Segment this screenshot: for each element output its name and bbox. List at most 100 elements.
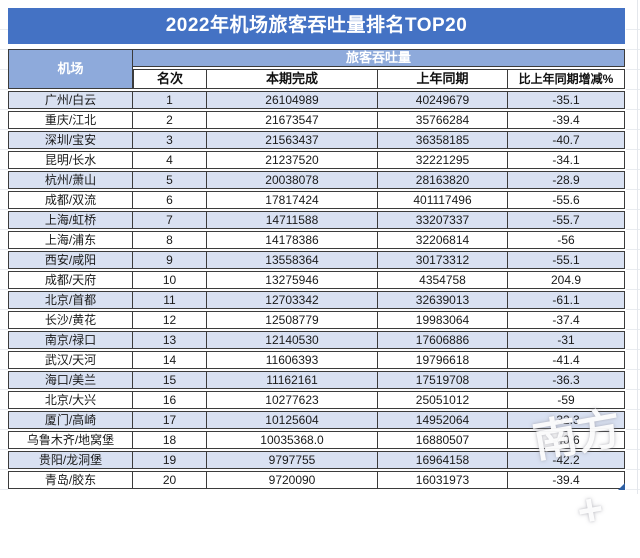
- cell-airport: 成都/双流: [8, 191, 133, 209]
- table-row: 长沙/黄花 12 12508779 19983064 -37.4: [8, 311, 626, 329]
- cell-change-pct: -42.2: [508, 451, 626, 469]
- cell-airport: 厦门/高崎: [8, 411, 133, 429]
- cell-rank: 8: [133, 231, 207, 249]
- cell-change-pct: -35.1: [508, 91, 626, 109]
- cell-current: 21673547: [207, 111, 378, 129]
- cell-current: 14711588: [207, 211, 378, 229]
- cell-rank: 15: [133, 371, 207, 389]
- table-row: 广州/白云 1 26104989 40249679 -35.1: [8, 91, 626, 109]
- cell-airport: 贵阳/龙洞堡: [8, 451, 133, 469]
- column-header-airport: 机场: [8, 49, 133, 89]
- header-row-columns: 名次 本期完成 上年同期 比上年同期增减%: [8, 69, 626, 89]
- cell-change-pct: -28.9: [508, 171, 626, 189]
- cell-change-pct: 204.9: [508, 271, 626, 289]
- table-row: 上海/虹桥 7 14711588 33207337 -55.7: [8, 211, 626, 229]
- table-row: 昆明/长水 4 21237520 32221295 -34.1: [8, 151, 626, 169]
- cell-airport: 昆明/长水: [8, 151, 133, 169]
- cell-previous: 33207337: [378, 211, 508, 229]
- cell-change-pct: -55.1: [508, 251, 626, 269]
- cell-current: 26104989: [207, 91, 378, 109]
- cell-previous: 30173312: [378, 251, 508, 269]
- column-header-rank: 名次: [133, 69, 207, 89]
- cell-rank: 12: [133, 311, 207, 329]
- cell-current: 10035368.0: [207, 431, 378, 449]
- column-header-previous-year: 上年同期: [378, 69, 508, 89]
- cell-current: 13558364: [207, 251, 378, 269]
- table-row: 成都/双流 6 17817424 401117496 -55.6: [8, 191, 626, 209]
- cell-current: 9720090: [207, 471, 378, 489]
- cell-airport: 长沙/黄花: [8, 311, 133, 329]
- cell-rank: 13: [133, 331, 207, 349]
- cell-airport: 武汉/天河: [8, 351, 133, 369]
- right-vertical-gridline: [637, 0, 638, 494]
- cell-current: 20038078: [207, 171, 378, 189]
- cell-change-pct: -36.3: [508, 371, 626, 389]
- table-row: 上海/浦东 8 14178386 32206814 -56: [8, 231, 626, 249]
- cell-previous: 19796618: [378, 351, 508, 369]
- cell-airport: 杭州/萧山: [8, 171, 133, 189]
- cell-previous: 32206814: [378, 231, 508, 249]
- cell-airport: 北京/首都: [8, 291, 133, 309]
- cell-current: 13275946: [207, 271, 378, 289]
- cell-change-pct: -39.4: [508, 471, 626, 489]
- table-row: 贵阳/龙洞堡 19 9797755 16964158 -42.2: [8, 451, 626, 469]
- left-margin-gridlines: [0, 0, 8, 494]
- cell-current: 11162161: [207, 371, 378, 389]
- table-row: 深圳/宝安 3 21563437 36358185 -40.7: [8, 131, 626, 149]
- right-margin-gridlines: [626, 0, 640, 494]
- cell-change-pct: -37.4: [508, 311, 626, 329]
- cell-previous: 16031973: [378, 471, 508, 489]
- cell-previous: 32221295: [378, 151, 508, 169]
- cell-change-pct: -32.3: [508, 411, 626, 429]
- cell-previous: 17519708: [378, 371, 508, 389]
- cell-previous: 14952064: [378, 411, 508, 429]
- cell-previous: 17606886: [378, 331, 508, 349]
- cell-rank: 11: [133, 291, 207, 309]
- cell-airport: 上海/虹桥: [8, 211, 133, 229]
- cell-change-pct: -39.4: [508, 111, 626, 129]
- cell-previous: 36358185: [378, 131, 508, 149]
- cell-airport: 上海/浦东: [8, 231, 133, 249]
- table-row: 北京/首都 11 12703342 32639013 -61.1: [8, 291, 626, 309]
- cell-current: 10277623: [207, 391, 378, 409]
- cell-previous: 19983064: [378, 311, 508, 329]
- cell-current: 10125604: [207, 411, 378, 429]
- table-row: 乌鲁木齐/地窝堡 18 10035368.0 16880507 -40.6: [8, 431, 626, 449]
- cell-rank: 6: [133, 191, 207, 209]
- throughput-table: 机场 旅客吞吐量 名次 本期完成 上年同期 比上年同期增减% 广州/白云 1 261…: [8, 47, 626, 491]
- cell-airport: 南京/禄口: [8, 331, 133, 349]
- group-header-passenger-throughput: 旅客吞吐量: [133, 49, 626, 67]
- cell-change-pct: -61.1: [508, 291, 626, 309]
- table-row: 青岛/胶东 20 9720090 16031973 -39.4: [8, 471, 626, 489]
- cell-change-pct: -55.6: [508, 191, 626, 209]
- cell-airport: 乌鲁木齐/地窝堡: [8, 431, 133, 449]
- cell-current: 21237520: [207, 151, 378, 169]
- cell-airport: 西安/咸阳: [8, 251, 133, 269]
- cell-rank: 3: [133, 131, 207, 149]
- cell-rank: 20: [133, 471, 207, 489]
- header-row-group: 机场 旅客吞吐量: [8, 49, 626, 89]
- cell-rank: 10: [133, 271, 207, 289]
- cell-rank: 2: [133, 111, 207, 129]
- cell-previous: 25051012: [378, 391, 508, 409]
- cell-airport: 广州/白云: [8, 91, 133, 109]
- cell-rank: 7: [133, 211, 207, 229]
- table-body: 广州/白云 1 26104989 40249679 -35.1 重庆/江北 2 2167354…: [8, 91, 626, 489]
- cell-change-pct: -40.6: [508, 431, 626, 449]
- cell-change-pct: -59: [508, 391, 626, 409]
- cell-change-pct: -56: [508, 231, 626, 249]
- cell-airport: 北京/大兴: [8, 391, 133, 409]
- table-row: 武汉/天河 14 11606393 19796618 -41.4: [8, 351, 626, 369]
- column-header-change-percent: 比上年同期增减%: [508, 69, 626, 89]
- cell-change-pct: -55.7: [508, 211, 626, 229]
- cell-airport: 深圳/宝安: [8, 131, 133, 149]
- cell-previous: 16880507: [378, 431, 508, 449]
- cell-rank: 19: [133, 451, 207, 469]
- cell-current: 17817424: [207, 191, 378, 209]
- cell-previous: 4354758: [378, 271, 508, 289]
- cell-airport: 重庆/江北: [8, 111, 133, 129]
- table-row: 南京/禄口 13 12140530 17606886 -31: [8, 331, 626, 349]
- cell-current: 11606393: [207, 351, 378, 369]
- cell-current: 14178386: [207, 231, 378, 249]
- cell-previous: 401117496: [378, 191, 508, 209]
